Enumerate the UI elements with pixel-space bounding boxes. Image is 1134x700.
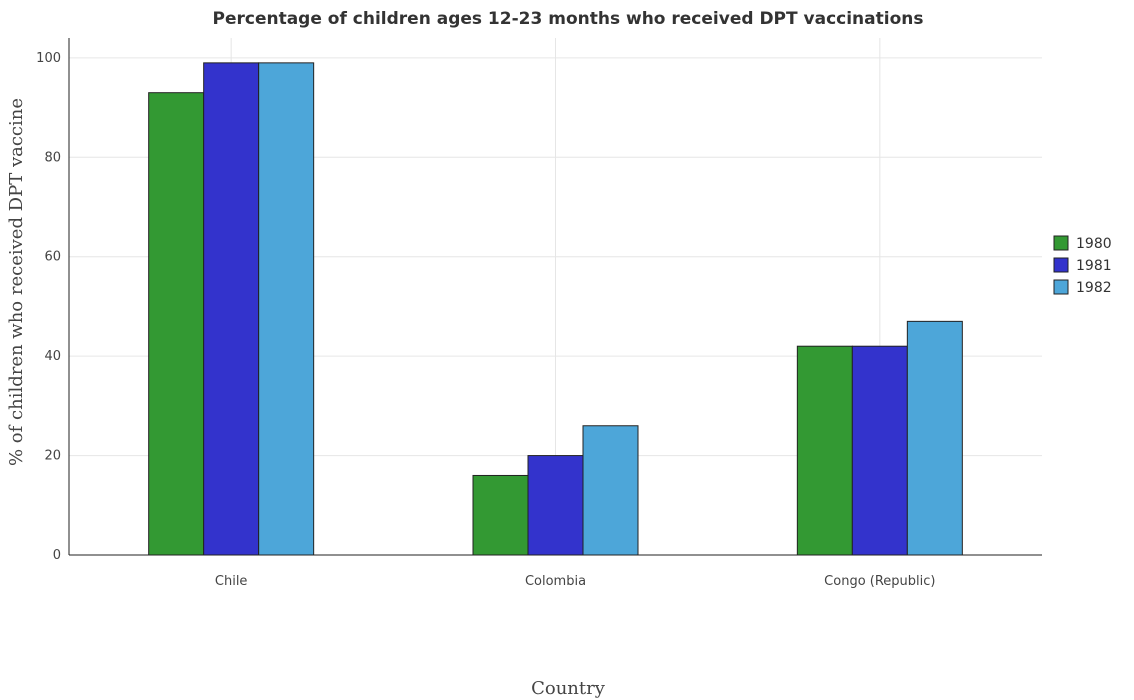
y-tick-label: 80 bbox=[44, 150, 61, 165]
legend-swatch-1980 bbox=[1053, 235, 1069, 251]
y-tick-label: 0 bbox=[53, 548, 61, 563]
y-tick-label: 100 bbox=[36, 51, 61, 66]
bar-1980-congo-republic bbox=[796, 345, 853, 556]
legend-swatch-1981 bbox=[1053, 257, 1069, 273]
legend: 1980 1981 1982 bbox=[1053, 235, 1112, 296]
bar-1980-chile bbox=[148, 92, 205, 556]
y-tick-label: 60 bbox=[44, 250, 61, 265]
bar-1982-colombia bbox=[582, 425, 639, 556]
x-tick-label: Colombia bbox=[525, 574, 586, 589]
legend-label-1981: 1981 bbox=[1076, 258, 1112, 274]
legend-swatch-1982 bbox=[1053, 279, 1069, 295]
legend-label-1982: 1982 bbox=[1076, 280, 1112, 296]
bar-1981-chile bbox=[203, 62, 260, 556]
bar-1981-congo-republic bbox=[851, 345, 908, 556]
x-tick-label: Congo (Republic) bbox=[824, 574, 935, 589]
bar-1982-congo-republic bbox=[906, 320, 963, 556]
y-axis-label: % of children who received DPT vaccine bbox=[6, 98, 27, 466]
bar-1981-colombia bbox=[527, 455, 584, 556]
x-axis-label: Country bbox=[531, 678, 606, 699]
bars bbox=[148, 62, 963, 556]
axes: 0 20 40 60 80 100 Chile Colombia Congo (Republic… bbox=[36, 38, 1042, 589]
bar-1980-colombia bbox=[472, 474, 529, 556]
x-tick-label: Chile bbox=[215, 574, 248, 589]
legend-label-1980: 1980 bbox=[1076, 236, 1112, 252]
y-tick-label: 20 bbox=[44, 449, 61, 464]
chart-title: Percentage of children ages 12-23 months… bbox=[213, 9, 924, 29]
bar-1982-chile bbox=[258, 62, 315, 556]
y-tick-label: 40 bbox=[44, 349, 61, 364]
